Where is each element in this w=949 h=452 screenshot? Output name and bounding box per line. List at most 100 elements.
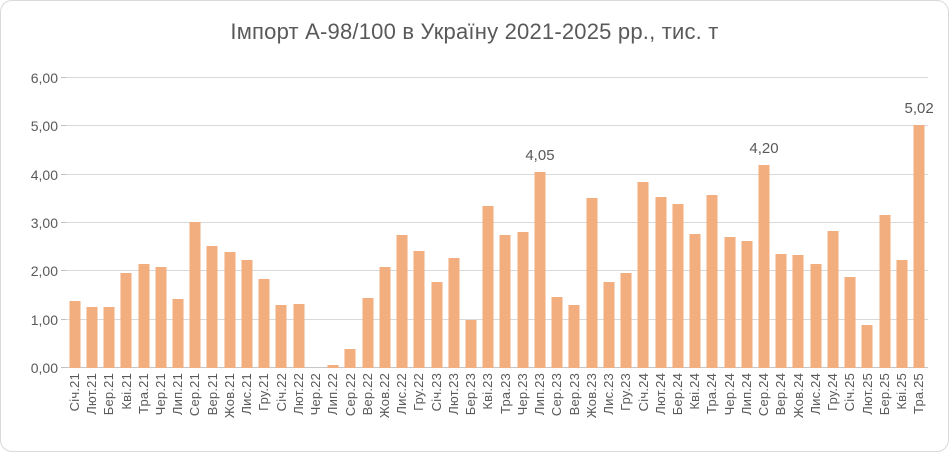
bar (517, 231, 529, 368)
x-tick-label: Лют.22 (290, 373, 307, 451)
bar-slot (445, 78, 462, 368)
bar-slot (393, 78, 410, 368)
x-tick-label: Лис.22 (393, 373, 410, 451)
x-tick-label-text: Лис.23 (601, 373, 617, 415)
bar-slot (497, 78, 514, 368)
x-tick-label-text: Вер.22 (359, 373, 375, 416)
bar (241, 259, 253, 368)
x-tick-label-text: Січ.23 (428, 373, 444, 412)
x-tick-label: Чер.22 (307, 373, 324, 451)
gridline (66, 318, 928, 320)
bar (637, 181, 649, 368)
bar-slot (204, 78, 221, 368)
bar (551, 296, 563, 368)
x-tick-label: Лис.24 (807, 373, 824, 451)
x-tick-label: Бер.25 (876, 373, 893, 451)
x-tick-label: Бер.24 (669, 373, 686, 451)
bar (189, 221, 201, 368)
x-tick-label: Жов.21 (221, 373, 238, 451)
bar (362, 297, 374, 368)
chart-title: Імпорт А-98/100 в Україну 2021-2025 рр.,… (230, 19, 719, 44)
x-tick-label-text: Тра.23 (497, 373, 513, 414)
bar-slot (83, 78, 100, 368)
x-tick-label: Жов.23 (583, 373, 600, 451)
x-tick-label-text: Жов.23 (583, 373, 599, 419)
x-tick-label: Жов.22 (376, 373, 393, 451)
bar-slot (238, 78, 255, 368)
y-tick-label: 4,00 (30, 166, 58, 183)
x-tick-label-text: Тра.24 (704, 373, 720, 414)
bar (741, 240, 753, 368)
bar-slot (773, 78, 790, 368)
y-tick-label: 0,00 (30, 360, 58, 376)
x-tick-label-text: Лип.21 (170, 373, 186, 416)
bar (258, 278, 270, 368)
bar (792, 255, 804, 368)
bar (775, 253, 787, 368)
x-tick-label-text: Бер.21 (101, 373, 117, 416)
x-tick-label-text: Лис.24 (807, 373, 823, 415)
x-tick-label: Сер.23 (549, 373, 566, 451)
bar-slot (790, 78, 807, 368)
bar-slot (807, 78, 824, 368)
x-tick-label: Гру.24 (824, 373, 841, 451)
bar (138, 264, 150, 368)
bar-slot (600, 78, 617, 368)
bar-slot (135, 78, 152, 368)
bar (86, 307, 98, 368)
bar-slot (566, 78, 583, 368)
x-tick-label: Лис.23 (600, 373, 617, 451)
bar-slot (583, 78, 600, 368)
x-tick-label: Кві.25 (893, 373, 910, 451)
bar-slot (428, 78, 445, 368)
bar-slot (411, 78, 428, 368)
bar-slot (893, 78, 910, 368)
y-tick-mark (61, 77, 66, 78)
bar-value-label: 4,05 (525, 147, 555, 165)
x-tick-label-text: Сер.21 (187, 373, 203, 417)
x-tick-label-text: Бер.24 (670, 373, 685, 416)
bar-slot (635, 78, 652, 368)
bar (844, 277, 856, 368)
x-tick-label: Чер.23 (514, 373, 531, 451)
x-tick-label: Гру.21 (256, 373, 273, 451)
x-tick-label-text: Жов.24 (790, 373, 806, 419)
x-tick-label-text: Вер.24 (773, 373, 789, 416)
bar-slot (480, 78, 497, 368)
x-tick-label-text: Чер.22 (308, 373, 324, 416)
x-tick-label-text: Гру.23 (618, 373, 634, 411)
x-axis: Січ.21 Лют.21 Бер.21 Кві.21 Тра.21 Чер.21 Лип.… (66, 373, 928, 451)
x-tick-label-text: Лис.22 (394, 373, 410, 415)
bar-slot (721, 78, 738, 368)
y-tick-label: 2,00 (30, 263, 58, 280)
bar-value-label: 5,02 (904, 100, 934, 118)
x-tick-label-text: Гру.24 (825, 373, 841, 411)
bar (344, 348, 356, 368)
gridline (66, 77, 928, 78)
x-tick-label-text: Бер.25 (876, 373, 892, 416)
x-tick-label-text: Сер.24 (756, 373, 772, 417)
y-tick-label: 5,00 (30, 118, 58, 135)
bar-slot (118, 78, 135, 368)
x-tick-label-text: Вер.21 (204, 373, 220, 416)
bar-slot: 5,02 (904, 78, 934, 368)
x-tick-label-text: Сер.23 (549, 373, 565, 417)
y-tick-label: 1,00 (30, 311, 58, 328)
bar (293, 303, 305, 368)
bar (482, 206, 494, 368)
x-tick-label: Тра.24 (704, 373, 721, 451)
x-tick-label-text: Кві.21 (118, 373, 134, 410)
bar-slot (100, 78, 117, 368)
bar (913, 125, 925, 368)
x-tick-label: Лют.23 (445, 373, 462, 451)
bar (810, 263, 822, 368)
y-tick-mark (61, 125, 66, 127)
bar-slot (842, 78, 859, 368)
bar (758, 165, 770, 368)
bar (706, 195, 718, 368)
x-tick-label: Лип.22 (325, 373, 342, 451)
x-tick-label: Сер.24 (755, 373, 772, 451)
x-tick-label: Сер.22 (342, 373, 359, 451)
bar (827, 230, 839, 368)
